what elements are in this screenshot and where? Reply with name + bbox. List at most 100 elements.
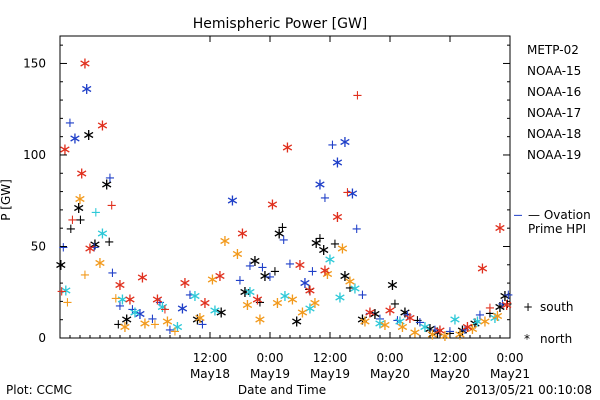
point-noaa-16: ∗ (243, 282, 256, 301)
point-metp-02: ∗ (368, 304, 381, 323)
point-noaa-15: + (278, 233, 289, 248)
point-noaa-16: ∗ (393, 312, 406, 331)
point-noaa-19: + (67, 213, 78, 228)
point-noaa-15: ∗ (226, 191, 239, 210)
point-metp-02: + (330, 237, 341, 252)
point-noaa-16: ∗ (278, 286, 291, 305)
point-noaa-19: ∗ (113, 275, 126, 294)
point-metp-02: + (485, 306, 496, 321)
point-noaa-16: ∗ (171, 317, 184, 336)
x-tick-time-label: 0:00 (497, 351, 524, 365)
point-noaa-15: ∗ (133, 304, 146, 323)
point-noaa-15: + (58, 240, 69, 255)
point-noaa-18: + (80, 268, 91, 283)
point-noaa-19: ∗ (198, 293, 211, 312)
point-metp-02: ∗ (310, 233, 323, 252)
point-metp-02: + (65, 222, 76, 237)
point-noaa-19: ∗ (493, 218, 506, 237)
point-noaa-16: ∗ (59, 280, 72, 299)
point-noaa-18: ∗ (308, 293, 321, 312)
point-metp-02: ∗ (215, 302, 228, 321)
point-metp-02: ∗ (398, 302, 411, 321)
point-noaa-15: + (65, 116, 76, 131)
x-axis-label: Date and Time (238, 383, 326, 397)
point-noaa-16: ∗ (303, 299, 316, 318)
point-noaa-16: ∗ (208, 301, 221, 320)
point-noaa-18: ∗ (296, 302, 309, 321)
legend-ovation-label: — Ovation (528, 208, 591, 222)
point-noaa-18: ∗ (491, 306, 504, 325)
point-noaa-18: ∗ (396, 317, 409, 336)
point-noaa-18: ∗ (241, 295, 254, 314)
footer-plot-credit: Plot: CCMC (6, 383, 72, 397)
point-noaa-15: ∗ (68, 128, 81, 147)
point-noaa-15: + (392, 314, 403, 329)
point-noaa-18: ∗ (271, 293, 284, 312)
x-tick-date-label: May19 (310, 367, 350, 381)
point-noaa-19: ∗ (363, 302, 376, 321)
point-noaa-15: ∗ (298, 273, 311, 292)
point-noaa-18: ∗ (253, 310, 266, 329)
point-noaa-19: + (106, 198, 117, 213)
point-noaa-19: ∗ (331, 207, 344, 226)
point-noaa-19: ∗ (236, 224, 249, 243)
point-noaa-15: + (127, 303, 138, 318)
x-tick-time-label: 0:00 (377, 351, 404, 365)
point-metp-02: ∗ (120, 310, 133, 329)
legend-north-symbol: * (524, 332, 530, 346)
point-noaa-18: ∗ (438, 326, 451, 345)
point-noaa-15: + (402, 308, 413, 323)
legend-entry-noaa-15: NOAA-15 (527, 64, 581, 78)
point-metp-02: + (104, 235, 115, 250)
point-metp-02: ∗ (248, 251, 261, 270)
point-metp-02: + (315, 231, 326, 246)
legend-ovation-label-line2: Prime HPI (528, 222, 586, 236)
point-noaa-18: + (150, 317, 161, 332)
x-tick-time-label: 12:00 (313, 351, 348, 365)
point-noaa-19: ∗ (251, 290, 264, 309)
point-noaa-18: + (62, 295, 73, 310)
point-noaa-15: + (245, 259, 256, 274)
point-noaa-16: ∗ (323, 249, 336, 268)
point-metp-02: ∗ (100, 174, 113, 193)
point-noaa-18: ∗ (93, 253, 106, 272)
point-metp-02: ∗ (498, 286, 511, 305)
x-tick-time-label: 12:00 (433, 351, 468, 365)
legend-south-label: south (540, 300, 574, 314)
point-noaa-15: + (197, 317, 208, 332)
point-metp-02: ∗ (82, 125, 95, 144)
legend-entry-noaa-17: NOAA-17 (527, 106, 581, 120)
point-metp-02: + (502, 297, 513, 312)
point-noaa-18: ∗ (378, 315, 391, 334)
plot-area: ∗+∗+∗∗∗++∗ ∗ ∗∗∗+∗+∗+∗+∗+∗ +∗+∗ ∗∗+∗ + ∗∗ + ∗ ∗ +∗… (54, 35, 514, 345)
point-noaa-15: + (497, 297, 508, 312)
point-noaa-19: ∗ (383, 301, 396, 320)
point-noaa-15: + (235, 273, 246, 288)
point-noaa-15: + (375, 312, 386, 327)
point-noaa-16: ∗ (471, 312, 484, 331)
point-noaa-18: ∗ (161, 312, 174, 331)
point-metp-02: ∗ (272, 224, 285, 243)
point-noaa-15: + (320, 191, 331, 206)
point-noaa-18: ∗ (218, 231, 231, 250)
point-metp-02: ∗ (493, 297, 506, 316)
point-noaa-16: ∗ (348, 279, 361, 298)
point-noaa-19: ∗ (500, 295, 513, 314)
point-noaa-15: + (307, 264, 318, 279)
point-noaa-18: ∗ (321, 264, 334, 283)
point-noaa-18: ∗ (408, 323, 421, 342)
x-axis: 12:00 May18 0:00 May19 12:00 May19 0:00 May20 12… (69, 36, 530, 381)
point-noaa-15: + (460, 323, 471, 338)
point-noaa-16: ∗ (418, 317, 431, 336)
point-noaa-19: ∗ (403, 308, 416, 327)
point-noaa-19: ∗ (123, 290, 136, 309)
point-metp-02: + (270, 264, 281, 279)
y-axis: 0 50 100 150 (23, 44, 510, 345)
point-noaa-15: + (185, 288, 196, 303)
point-metp-02: + (390, 297, 401, 312)
chart-title: Hemispheric Power [GW] (193, 16, 368, 32)
point-noaa-15: + (105, 171, 116, 186)
point-noaa-19: ∗ (303, 280, 316, 299)
point-noaa-19: ∗ (78, 53, 91, 72)
point-noaa-16: + (90, 206, 101, 221)
